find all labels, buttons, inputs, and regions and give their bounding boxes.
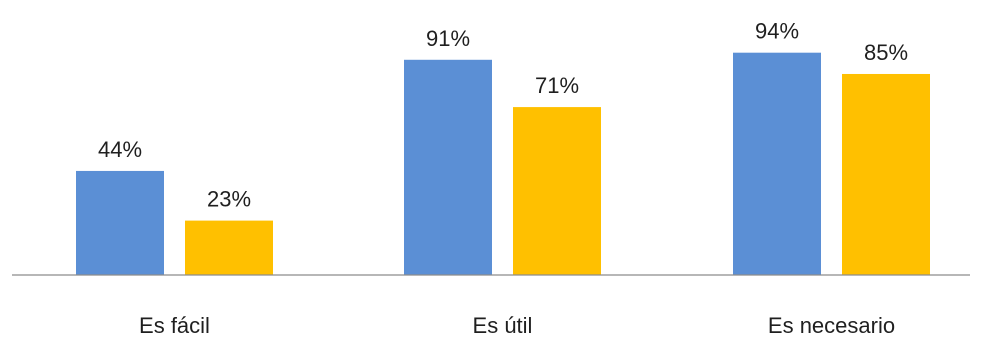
x-tick-label-0: Es fácil [139, 313, 210, 337]
bars-group [76, 52, 930, 276]
x-tick-label-2: Es necesario [768, 313, 895, 337]
bar-yellow-0 [185, 220, 273, 275]
x-tick-label-1: Es útil [473, 313, 533, 337]
data-label-blue-2: 94% [755, 19, 799, 44]
bar-yellow-1 [513, 107, 601, 276]
bar-blue-2 [733, 52, 821, 275]
data-label-yellow-1: 71% [535, 73, 579, 98]
data-label-blue-1: 91% [426, 26, 470, 51]
data-label-yellow-0: 23% [207, 187, 251, 212]
data-label-blue-0: 44% [98, 137, 142, 162]
bar-blue-1 [404, 59, 492, 275]
data-labels-group: 44% 23% 91% 71% 94% 85% [98, 19, 908, 212]
bar-yellow-2 [842, 73, 930, 275]
x-tick-labels-group: Es fácil Es útil Es necesario [139, 313, 895, 337]
bar-blue-0 [76, 170, 164, 275]
data-label-yellow-2: 85% [864, 40, 908, 65]
